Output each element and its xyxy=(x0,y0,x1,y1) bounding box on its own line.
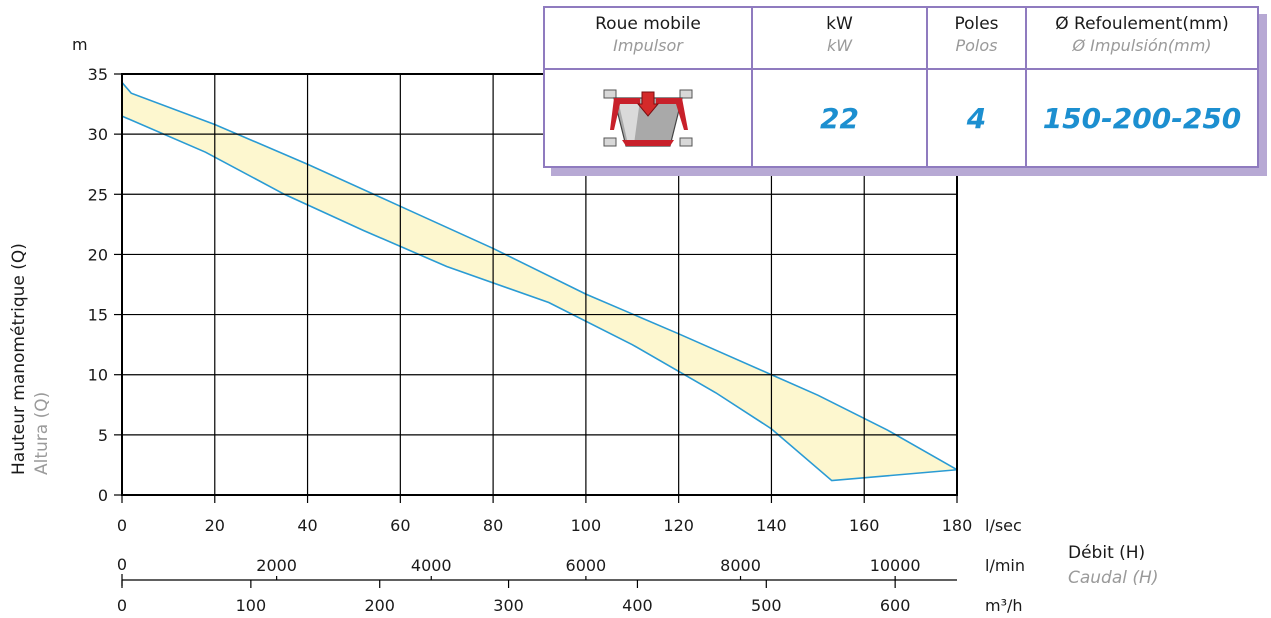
x-tick-label: 0 xyxy=(117,516,127,535)
operating-band xyxy=(122,82,957,481)
col-kw: kW kW 22 xyxy=(753,8,928,166)
x-unit-m3h: m³/h xyxy=(985,596,1023,615)
m3h-tick-label: 600 xyxy=(880,596,911,615)
x-tick-label: 80 xyxy=(483,516,503,535)
y-tick-label: 20 xyxy=(88,245,108,264)
y-tick-label: 5 xyxy=(98,426,108,445)
x-tick-label: 120 xyxy=(663,516,694,535)
impeller-header-sub: Impulsor xyxy=(613,36,683,55)
lmin-tick-label: 10000 xyxy=(870,556,921,575)
x-tick-label: 140 xyxy=(756,516,787,535)
discharge-header-sub: Ø Impulsión(mm) xyxy=(1072,36,1212,55)
x-unit-lsec: l/sec xyxy=(985,516,1022,535)
x-unit-lmin: l/min xyxy=(985,556,1025,575)
kw-header: kW xyxy=(826,14,853,34)
lmin-tick-label: 0 xyxy=(117,555,127,574)
poles-value: 4 xyxy=(966,101,987,135)
m3h-tick-label: 500 xyxy=(751,596,782,615)
y-tick-label: 10 xyxy=(88,366,108,385)
lmin-tick-label: 4000 xyxy=(411,556,452,575)
y-tick-label: 30 xyxy=(88,125,108,144)
y-axis: 0 5 10 15 20 25 30 35 xyxy=(88,65,122,505)
col-discharge: Ø Refoulement(mm) Ø Impulsión(mm) 150-20… xyxy=(1027,8,1257,166)
m3h-tick-label: 200 xyxy=(364,596,395,615)
col-poles: Poles Polos 4 xyxy=(928,8,1027,166)
lower-curve-line xyxy=(121,115,958,482)
y-axis-label: Hauteur manométrique (Q) xyxy=(9,243,29,475)
x-tick-label: 40 xyxy=(297,516,317,535)
y-unit-label: m xyxy=(72,35,88,54)
impeller-header: Roue mobile xyxy=(595,14,701,34)
m3h-tick-label: 100 xyxy=(236,596,267,615)
m3h-tick-label: 0 xyxy=(117,596,127,615)
x-tick-label: 60 xyxy=(390,516,410,535)
y-axis-label-sub: Altura (Q) xyxy=(32,392,52,475)
kw-value: 22 xyxy=(820,101,859,135)
col-impeller: Roue mobile Impulsor xyxy=(545,8,753,166)
m3h-tick-label: 300 xyxy=(493,596,524,615)
discharge-header: Ø Refoulement(mm) xyxy=(1055,14,1229,34)
impeller-icon xyxy=(603,89,693,147)
discharge-value: 150-200-250 xyxy=(1042,101,1242,135)
y-tick-label: 15 xyxy=(88,306,108,325)
poles-header: Poles xyxy=(954,14,999,34)
lmin-tick-label: 8000 xyxy=(720,556,761,575)
lmin-tick-label: 6000 xyxy=(566,556,607,575)
y-tick-label: 25 xyxy=(88,185,108,204)
m3h-tick-label: 400 xyxy=(622,596,653,615)
flow-legend-main: Débit (H) xyxy=(1068,543,1145,563)
spec-table: Roue mobile Impulsor kW kW 22 xyxy=(543,6,1259,168)
y-tick-label: 0 xyxy=(98,486,108,505)
plot-frame xyxy=(121,73,958,496)
kw-header-sub: kW xyxy=(826,36,853,55)
flow-legend-sub: Caudal (H) xyxy=(1068,568,1158,588)
lmin-tick-label: 2000 xyxy=(256,556,297,575)
y-tick-label: 35 xyxy=(88,65,108,84)
x-tick-label: 160 xyxy=(849,516,880,535)
poles-header-sub: Polos xyxy=(955,36,998,55)
x-tick-label: 20 xyxy=(205,516,225,535)
upper-curve-line xyxy=(121,81,958,471)
x-tick-label: 180 xyxy=(942,516,973,535)
x-tick-label: 100 xyxy=(571,516,602,535)
